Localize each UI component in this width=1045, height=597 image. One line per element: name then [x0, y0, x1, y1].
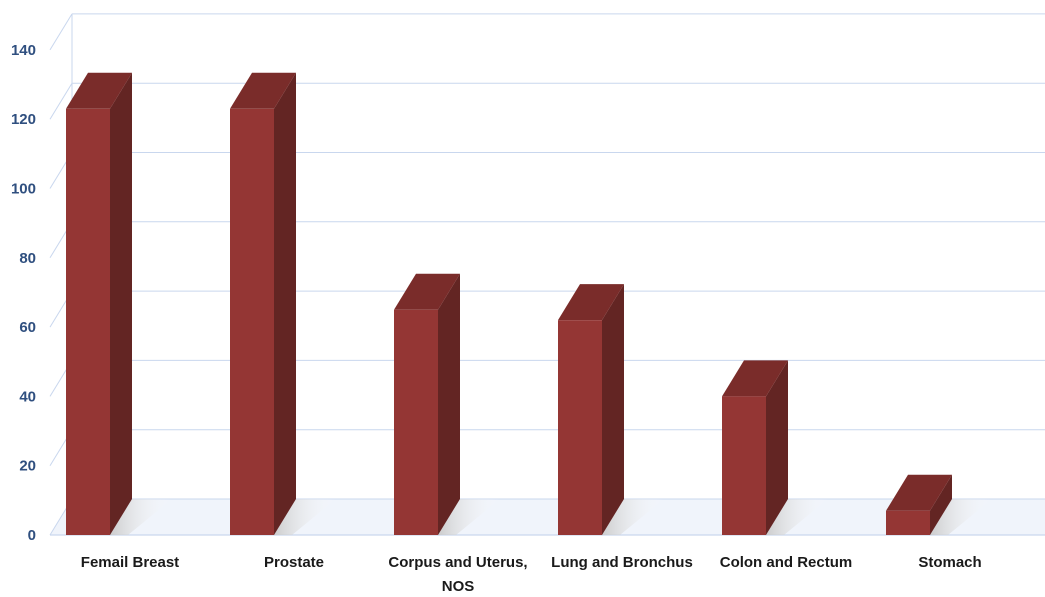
bar — [722, 360, 788, 535]
gridline-diagonal — [49, 13, 73, 51]
bar-front-face — [394, 309, 438, 535]
y-tick-label: 0 — [28, 527, 36, 544]
bar-shadows — [110, 499, 992, 535]
bar-front-face — [230, 108, 274, 536]
bar — [558, 284, 624, 535]
bar-front-face — [66, 108, 110, 536]
bar-shadow — [930, 499, 992, 535]
bars — [66, 72, 952, 536]
bar-shadow — [766, 499, 828, 535]
bar-shadow — [110, 499, 172, 535]
gridlines — [49, 13, 1045, 536]
y-tick-label: 20 — [19, 458, 36, 475]
bar-front-face — [558, 320, 602, 535]
y-tick-label: 40 — [19, 388, 36, 405]
bar-top-face — [66, 72, 132, 109]
bar — [394, 273, 460, 535]
bar-top-face — [230, 72, 296, 109]
bar-side-face — [602, 284, 624, 535]
y-axis-ticks: 0 20 40 60 80 100 120 140 — [11, 42, 36, 544]
bar-top-face — [886, 474, 952, 511]
bar-side-face — [930, 474, 952, 535]
bar-side-face — [438, 273, 460, 535]
gridline-diagonal — [49, 82, 73, 120]
bar-side-face — [274, 72, 296, 536]
bar-front-face — [722, 396, 766, 535]
bar-shadow — [602, 499, 664, 535]
bar-front-face — [886, 510, 930, 535]
bar-side-face — [766, 360, 788, 535]
category-label: Corpus and Uterus, — [388, 554, 527, 571]
bar-top-face — [558, 284, 624, 321]
category-label: NOS — [442, 578, 475, 595]
category-label: Stomach — [918, 554, 981, 571]
category-label: Prostate — [264, 554, 324, 571]
category-label: Femail Breast — [81, 554, 179, 571]
category-label: Lung and Bronchus — [551, 554, 693, 571]
bar-side-face — [110, 72, 132, 536]
bar-shadow — [438, 499, 500, 535]
y-tick-label: 100 — [11, 181, 36, 198]
y-tick-label: 80 — [19, 250, 36, 267]
bar — [886, 474, 952, 535]
category-label: Colon and Rectum — [720, 554, 853, 571]
bar — [66, 72, 132, 536]
x-axis-categories: Femail Breast Prostate Corpus and Uterus, N… — [81, 554, 982, 595]
bar — [230, 72, 296, 536]
y-tick-label: 140 — [11, 42, 36, 59]
bar-top-face — [722, 360, 788, 397]
bar-top-face — [394, 273, 460, 310]
y-tick-label: 60 — [19, 319, 36, 336]
y-tick-label: 120 — [11, 111, 36, 128]
bar-shadow — [274, 499, 336, 535]
